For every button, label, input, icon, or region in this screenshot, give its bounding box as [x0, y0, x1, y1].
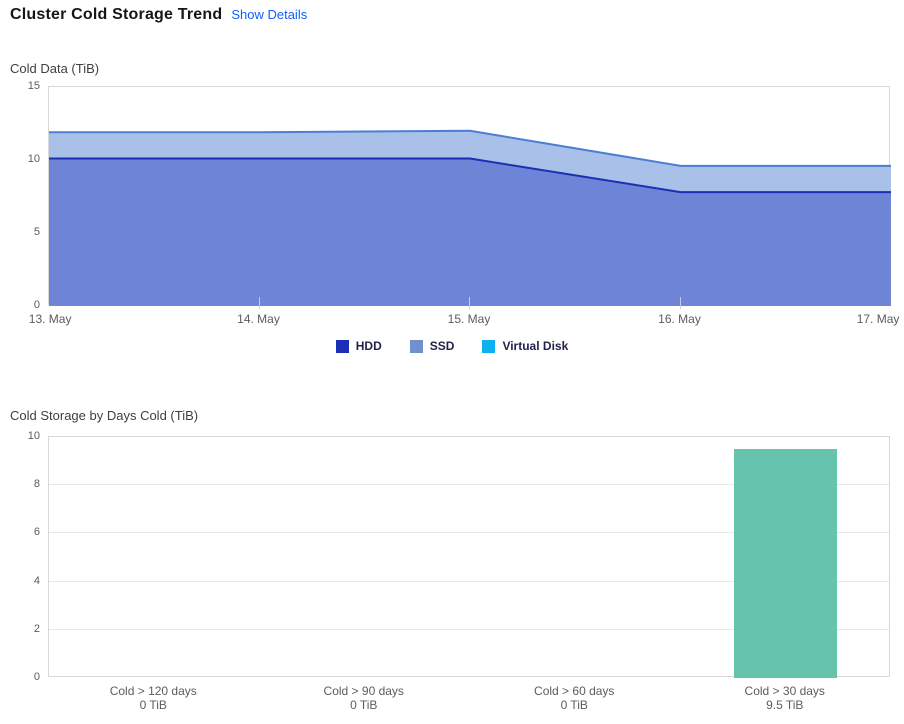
- gridline: [49, 484, 889, 486]
- legend-item-ssd[interactable]: SSD: [409, 339, 455, 353]
- category-value: 0 TiB: [139, 698, 167, 712]
- category-name: Cold > 90 days: [323, 684, 404, 698]
- category-label: Cold > 60 days 0 TiB: [469, 684, 680, 712]
- category-value: 0 TiB: [350, 698, 378, 712]
- legend-item-virtual-disk[interactable]: Virtual Disk: [482, 339, 568, 353]
- show-details-link[interactable]: Show Details: [231, 7, 308, 22]
- category-label: Cold > 120 days 0 TiB: [48, 684, 259, 712]
- gridline: [49, 580, 889, 582]
- trend-x-tick-label: 15. May: [447, 312, 491, 326]
- panel-header: Cluster Cold Storage Trend Show Details: [10, 6, 307, 24]
- area-fill-ssd: [49, 130, 891, 193]
- legend-label: SSD: [429, 339, 455, 353]
- days-cold-y-tick-label: 6: [33, 526, 40, 539]
- days-cold-y-tick-label: 2: [33, 622, 40, 635]
- gridline: [49, 628, 889, 630]
- bar-chart-title: Cold Storage by Days Cold (TiB): [10, 408, 199, 423]
- area-fill-hdd: [49, 158, 891, 306]
- page-title: Cluster Cold Storage Trend: [10, 6, 223, 23]
- category-value: 9.5 TiB: [766, 698, 804, 712]
- gridline: [49, 532, 889, 534]
- bar-cold-30-days[interactable]: [734, 449, 838, 678]
- trend-x-tick-label: 16. May: [658, 312, 701, 326]
- area-line-ssd: [49, 129, 891, 167]
- trend-x-tick-label: 17. May: [856, 312, 900, 326]
- category-value: 0 TiB: [560, 698, 588, 712]
- legend-swatch-ssd-icon: [409, 339, 423, 353]
- trend-chart-title: Cold Data (TiB): [10, 61, 100, 76]
- trend-y-tick-label: 5: [33, 226, 40, 238]
- legend-item-hdd[interactable]: HDD: [335, 339, 382, 353]
- days-cold-y-tick-label: 10: [27, 430, 40, 442]
- legend-label: HDD: [355, 339, 382, 353]
- trend-x-tick-mark: [679, 297, 681, 309]
- trend-y-tick-label: 0: [33, 299, 40, 311]
- legend-swatch-virtual-disk-icon: [482, 339, 496, 353]
- days-cold-plot-area[interactable]: [48, 436, 890, 678]
- days-cold-y-tick-label: 8: [33, 478, 40, 491]
- category-name: Cold > 30 days: [744, 684, 825, 698]
- legend-label: Virtual Disk: [502, 339, 569, 353]
- trend-x-tick-label: 14. May: [237, 312, 280, 326]
- trend-plot-area[interactable]: [48, 86, 891, 306]
- category-label: Cold > 30 days 9.5 TiB: [680, 684, 891, 712]
- days-cold-y-tick-label: 0: [33, 671, 40, 683]
- trend-x-tick-mark: [469, 297, 470, 309]
- trend-area-series: [49, 129, 891, 306]
- trend-legend: HDD SSD Virtual Disk: [0, 339, 904, 353]
- trend-y-tick-label: 10: [27, 153, 40, 165]
- category-label: Cold > 90 days 0 TiB: [259, 684, 470, 712]
- days-cold-y-tick-label: 4: [33, 574, 40, 587]
- category-name: Cold > 60 days: [534, 684, 615, 698]
- category-name: Cold > 120 days: [109, 684, 197, 698]
- area-line-hdd: [49, 157, 891, 194]
- legend-swatch-hdd-icon: [335, 339, 349, 353]
- trend-x-tick-label: 13. May: [28, 312, 72, 326]
- trend-y-tick-label: 15: [27, 80, 40, 92]
- trend-x-tick-mark: [258, 297, 260, 309]
